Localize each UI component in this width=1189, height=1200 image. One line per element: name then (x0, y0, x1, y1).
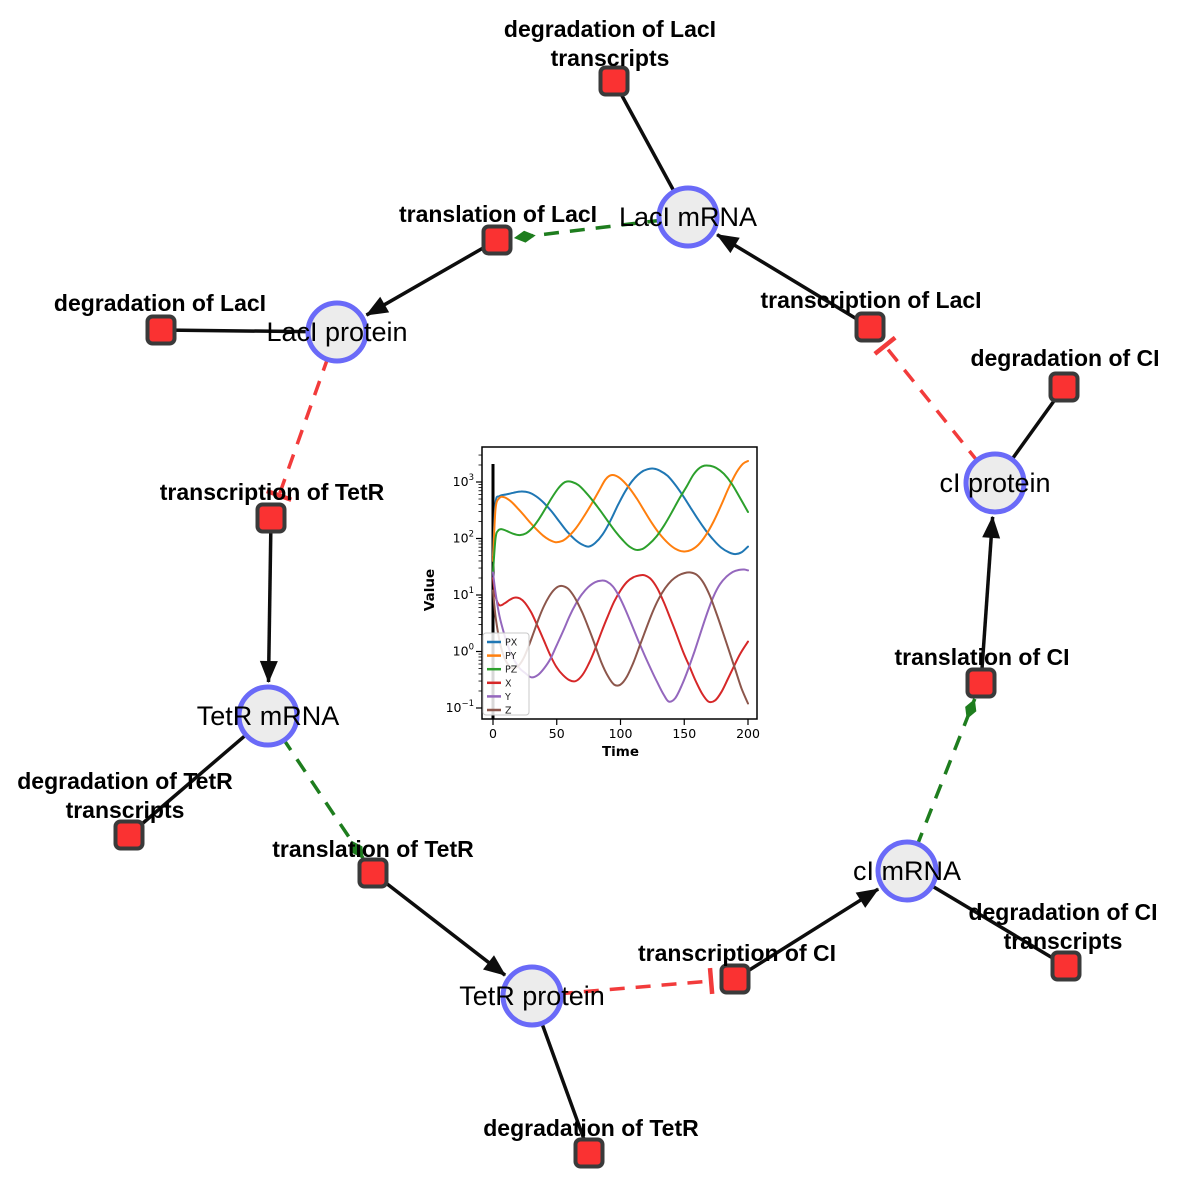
edge-production-transcription_of_TetR-to-TetR_mRNA (259, 517, 278, 684)
reaction-node-transcription_of_CI[interactable] (719, 963, 751, 995)
reaction-label-transcription_of_TetR: transcription of TetR (160, 479, 385, 505)
edge-production-translation_of_CI-to-cI_protein (979, 515, 1001, 684)
legend-box (482, 632, 530, 716)
species-node-LacI_protein[interactable] (305, 300, 369, 364)
nodes-layer (113, 65, 1082, 1169)
y-tick-label-10e2: 102 (453, 530, 474, 546)
reaction-label-degradation_of_CI: degradation of CI (970, 345, 1159, 371)
timeseries-inset-plot: PX PY PZ XYZ 103 102 101 100 10−1 0 50 100 150 200 Ti… (420, 438, 776, 768)
reaction-node-degradation_of_CI_transcripts[interactable] (1050, 950, 1082, 982)
reaction-label-translation_of_TetR: translation of TetR (272, 836, 474, 862)
y-tick-label-10e0: 100 (453, 643, 474, 659)
reaction-label-transcription_of_LacI: transcription of LacI (760, 287, 981, 313)
x-tick-label-50: 50 (549, 726, 565, 741)
reaction-label-degradation_of_TetR_transcripts-line1: degradation of TetR (17, 768, 233, 794)
species-label-TetR_mRNA: TetR mRNA (197, 701, 340, 731)
reaction-label-transcription_of_CI: transcription of CI (638, 940, 836, 966)
reaction-label-degradation_of_CI_transcripts-line2: transcripts (1004, 928, 1123, 954)
reaction-node-degradation_of_TetR[interactable] (573, 1137, 605, 1169)
species-node-LacI_mRNA[interactable] (656, 185, 720, 249)
reaction-node-translation_of_TetR[interactable] (357, 857, 389, 889)
y-tick-label-10e1: 101 (453, 586, 474, 602)
species-node-TetR_protein[interactable] (500, 964, 564, 1028)
x-tick-label-150: 150 (672, 726, 696, 741)
legend-label-PZ: PZ (505, 665, 518, 676)
plot-curve-PZ (492, 464, 749, 574)
edge-production-translation_of_LacI-to-LacI_protein (365, 238, 498, 317)
reaction-label-degradation_of_TetR_transcripts-line2: transcripts (66, 797, 185, 823)
reaction-node-transcription_of_LacI[interactable] (854, 311, 886, 343)
y-axis-title: Value (422, 569, 438, 611)
legend-label-X: X (505, 678, 512, 689)
reaction-label-translation_of_CI: translation of CI (894, 644, 1069, 670)
species-node-cI_mRNA[interactable] (875, 839, 939, 903)
reaction-label-degradation_of_LacI_transcripts-line1: degradation of LacI (504, 16, 716, 42)
reaction-node-degradation_of_CI[interactable] (1048, 371, 1080, 403)
labels-layer: LacI mRNA LacI protein cI protein TetR mRNA… (17, 16, 1159, 1141)
plot-curve-PY (492, 460, 749, 562)
species-label-TetR_protein: TetR protein (459, 981, 605, 1011)
plot-legend: PX PY PZ XYZ (482, 632, 530, 717)
plot-curve-PX (492, 467, 749, 557)
legend-label-PY: PY (505, 651, 517, 662)
x-axis-title: Time (602, 744, 639, 760)
edge-production-transcription_of_CI-to-cI_mRNA (734, 887, 880, 981)
species-label-LacI_mRNA: LacI mRNA (619, 202, 757, 232)
reaction-node-degradation_of_LacI_transcripts[interactable] (598, 65, 630, 97)
species-label-cI_mRNA: cI mRNA (853, 856, 961, 886)
species-node-cI_protein[interactable] (963, 451, 1027, 515)
y-tick-label-10e3: 103 (453, 473, 474, 489)
species-label-LacI_protein: LacI protein (266, 317, 407, 347)
legend-label-Z: Z (505, 706, 512, 717)
x-tick-label-100: 100 (609, 726, 633, 741)
reaction-node-degradation_of_TetR_transcripts[interactable] (113, 819, 145, 851)
edge-production-translation_of_TetR-to-TetR_protein (371, 871, 507, 977)
species-label-cI_protein: cI protein (939, 468, 1050, 498)
plot-curves (491, 460, 749, 719)
x-tick-label-0: 0 (489, 726, 497, 741)
x-tick-label-200: 200 (736, 726, 760, 741)
legend-label-Y: Y (504, 692, 511, 703)
legend-label-PX: PX (505, 638, 518, 649)
reaction-node-translation_of_CI[interactable] (965, 667, 997, 699)
reaction-label-translation_of_LacI: translation of LacI (399, 201, 597, 227)
y-tick-label-10e-1: 10−1 (446, 699, 474, 715)
reaction-node-transcription_of_TetR[interactable] (255, 502, 287, 534)
edge-production-transcription_of_LacI-to-LacI_mRNA (716, 233, 871, 329)
reaction-label-degradation_of_LacI_transcripts-line2: transcripts (551, 45, 670, 71)
reaction-label-degradation_of_CI_transcripts-line1: degradation of CI (968, 899, 1157, 925)
plot-curve-X (492, 573, 749, 704)
reaction-label-degradation_of_LacI: degradation of LacI (54, 290, 266, 316)
reaction-node-degradation_of_LacI[interactable] (145, 314, 177, 346)
reaction-label-degradation_of_TetR: degradation of TetR (483, 1115, 699, 1141)
species-node-TetR_mRNA[interactable] (236, 684, 300, 748)
reaction-node-translation_of_LacI[interactable] (481, 224, 513, 256)
